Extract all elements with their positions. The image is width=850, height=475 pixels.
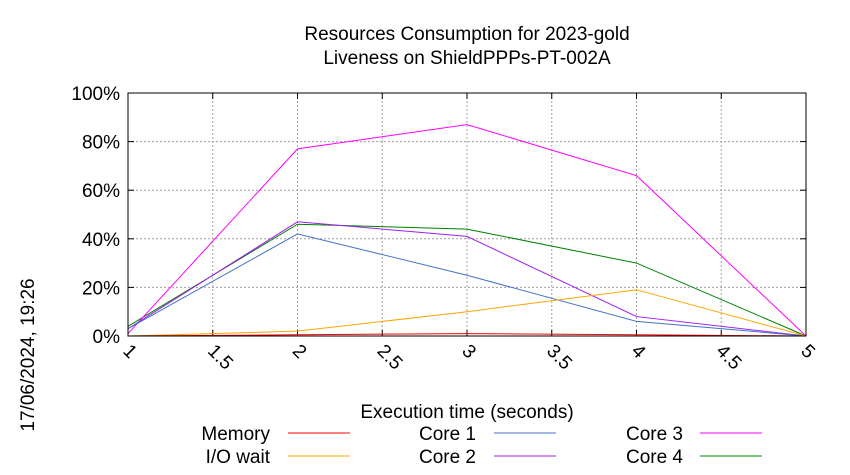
legend-label: Core 2 (419, 447, 476, 468)
y-axis-ticks: 0% 20% 40% 60% 80% 100% (71, 84, 806, 348)
chart-title-line-2: Liveness on ShieldPPPs-PT-002A (323, 48, 611, 69)
y-tick-label: 40% (82, 230, 120, 251)
series-line-core-4 (127, 223, 807, 337)
x-tick-label: 3 (457, 341, 479, 363)
x-tick-label: 4.5 (712, 341, 746, 375)
y-tick-label: 60% (82, 181, 120, 202)
grid-lines (127, 92, 807, 337)
x-tick-label: 1.5 (203, 341, 237, 375)
series-lines (127, 124, 807, 337)
timestamp-label: 17/06/2024, 19:26 (18, 278, 39, 431)
x-tick-label: 2.5 (373, 341, 407, 375)
x-tick-label: 3.5 (542, 341, 576, 375)
y-tick-label: 20% (82, 278, 120, 299)
x-tick-label: 4 (627, 341, 650, 364)
x-tick-label: 1 (118, 341, 140, 363)
x-tick-label: 5 (796, 341, 818, 363)
plot-frame (127, 92, 807, 337)
legend-label: Core 3 (626, 424, 683, 445)
y-tick-label: 100% (71, 84, 120, 105)
series-line-core-1 (127, 233, 807, 337)
x-axis-label: Execution time (seconds) (360, 402, 573, 423)
legend-label: Memory (201, 424, 270, 445)
legend-label: I/O wait (206, 447, 271, 468)
y-tick-label: 80% (82, 133, 120, 154)
x-axis-ticks: 1 1.5 2 2.5 3 3.5 4 4.5 5 (118, 93, 819, 375)
series-line-core-2 (127, 221, 807, 337)
x-tick-label: 2 (288, 341, 310, 363)
legend-label: Core 1 (419, 424, 476, 445)
series-line-i-o-wait (127, 289, 807, 337)
series-line-memory (127, 333, 807, 337)
y-tick-label: 0% (93, 327, 121, 348)
chart-title-line-1: Resources Consumption for 2023-gold (304, 24, 629, 45)
series-line-core-3 (127, 124, 807, 337)
legend-label: Core 4 (626, 447, 683, 468)
